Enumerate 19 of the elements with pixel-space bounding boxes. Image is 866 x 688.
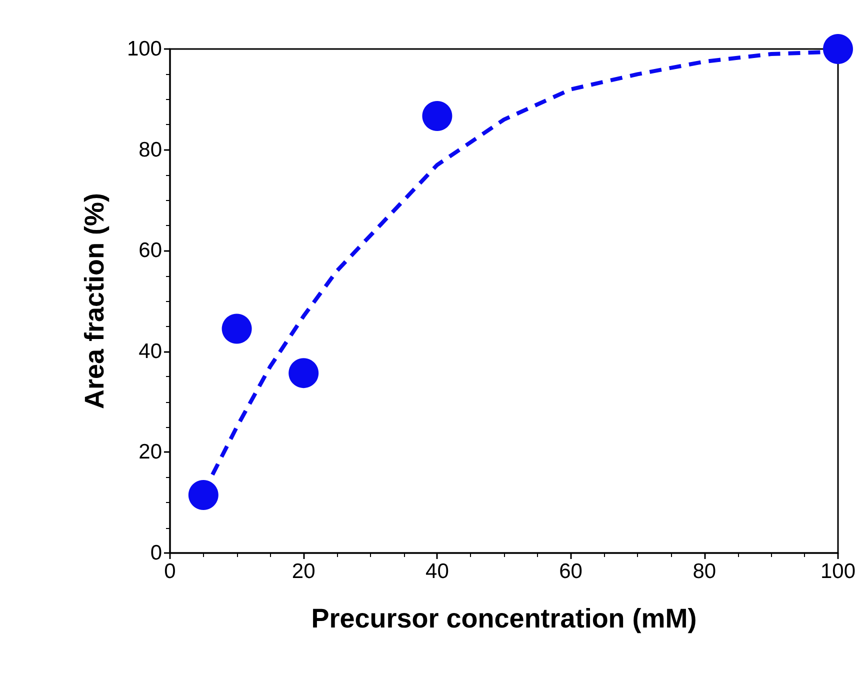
y-tick-label: 20 bbox=[138, 440, 162, 464]
y-axis-title: Area fraction (%) bbox=[80, 192, 110, 410]
y-tick-label: 60 bbox=[138, 239, 162, 262]
x-axis-title: Precursor concentration (mM) bbox=[311, 604, 697, 634]
x-tick-label: 0 bbox=[164, 560, 176, 583]
point bbox=[222, 314, 252, 344]
x-tick-label: 40 bbox=[426, 560, 449, 583]
point bbox=[823, 34, 853, 64]
point bbox=[422, 101, 452, 132]
y-tick-label: 80 bbox=[138, 138, 162, 162]
x-tick-label: 60 bbox=[559, 560, 582, 583]
y-tick-label: 100 bbox=[126, 38, 162, 60]
point bbox=[188, 480, 218, 510]
x-tick-label: 20 bbox=[292, 560, 316, 583]
x-tick-label: 100 bbox=[820, 560, 856, 583]
x-tick-label: 80 bbox=[692, 560, 716, 583]
y-tick-label: 0 bbox=[150, 542, 162, 564]
y-tick-label: 40 bbox=[138, 340, 162, 363]
point bbox=[288, 358, 319, 388]
